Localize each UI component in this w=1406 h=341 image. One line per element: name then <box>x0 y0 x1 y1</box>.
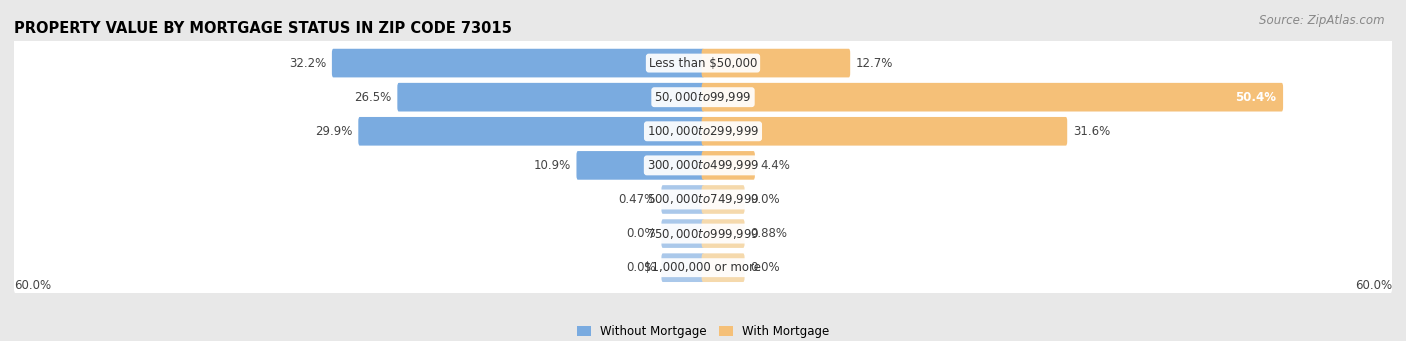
FancyBboxPatch shape <box>332 49 704 77</box>
Text: 26.5%: 26.5% <box>354 91 392 104</box>
FancyBboxPatch shape <box>702 117 1067 146</box>
Text: 10.9%: 10.9% <box>534 159 571 172</box>
FancyBboxPatch shape <box>398 83 704 112</box>
Text: 0.0%: 0.0% <box>626 227 657 240</box>
FancyBboxPatch shape <box>576 151 704 180</box>
FancyBboxPatch shape <box>14 138 1392 193</box>
Text: 29.9%: 29.9% <box>315 125 353 138</box>
Text: 4.4%: 4.4% <box>761 159 790 172</box>
Text: 0.47%: 0.47% <box>619 193 657 206</box>
Text: 12.7%: 12.7% <box>856 57 893 70</box>
Text: $750,000 to $999,999: $750,000 to $999,999 <box>647 226 759 241</box>
Text: 0.88%: 0.88% <box>749 227 787 240</box>
FancyBboxPatch shape <box>661 219 704 248</box>
FancyBboxPatch shape <box>14 206 1392 261</box>
Text: 0.0%: 0.0% <box>749 193 780 206</box>
Text: Source: ZipAtlas.com: Source: ZipAtlas.com <box>1260 14 1385 27</box>
FancyBboxPatch shape <box>359 117 704 146</box>
FancyBboxPatch shape <box>702 253 745 282</box>
Text: 50.4%: 50.4% <box>1234 91 1277 104</box>
Text: $50,000 to $99,999: $50,000 to $99,999 <box>654 90 752 104</box>
Text: 0.0%: 0.0% <box>749 261 780 274</box>
Text: 32.2%: 32.2% <box>290 57 326 70</box>
FancyBboxPatch shape <box>14 240 1392 295</box>
FancyBboxPatch shape <box>702 83 1284 112</box>
Text: 31.6%: 31.6% <box>1073 125 1109 138</box>
FancyBboxPatch shape <box>14 104 1392 159</box>
Text: $500,000 to $749,999: $500,000 to $749,999 <box>647 192 759 207</box>
FancyBboxPatch shape <box>702 219 745 248</box>
Text: Less than $50,000: Less than $50,000 <box>648 57 758 70</box>
Text: $1,000,000 or more: $1,000,000 or more <box>644 261 762 274</box>
FancyBboxPatch shape <box>14 172 1392 227</box>
Text: 0.0%: 0.0% <box>626 261 657 274</box>
FancyBboxPatch shape <box>661 253 704 282</box>
FancyBboxPatch shape <box>702 151 755 180</box>
FancyBboxPatch shape <box>702 185 745 214</box>
FancyBboxPatch shape <box>702 49 851 77</box>
Text: $100,000 to $299,999: $100,000 to $299,999 <box>647 124 759 138</box>
Legend: Without Mortgage, With Mortgage: Without Mortgage, With Mortgage <box>572 321 834 341</box>
FancyBboxPatch shape <box>661 185 704 214</box>
FancyBboxPatch shape <box>14 35 1392 91</box>
Text: 60.0%: 60.0% <box>1355 279 1392 292</box>
Text: $300,000 to $499,999: $300,000 to $499,999 <box>647 158 759 173</box>
Text: 60.0%: 60.0% <box>14 279 51 292</box>
FancyBboxPatch shape <box>14 70 1392 125</box>
Text: PROPERTY VALUE BY MORTGAGE STATUS IN ZIP CODE 73015: PROPERTY VALUE BY MORTGAGE STATUS IN ZIP… <box>14 20 512 35</box>
